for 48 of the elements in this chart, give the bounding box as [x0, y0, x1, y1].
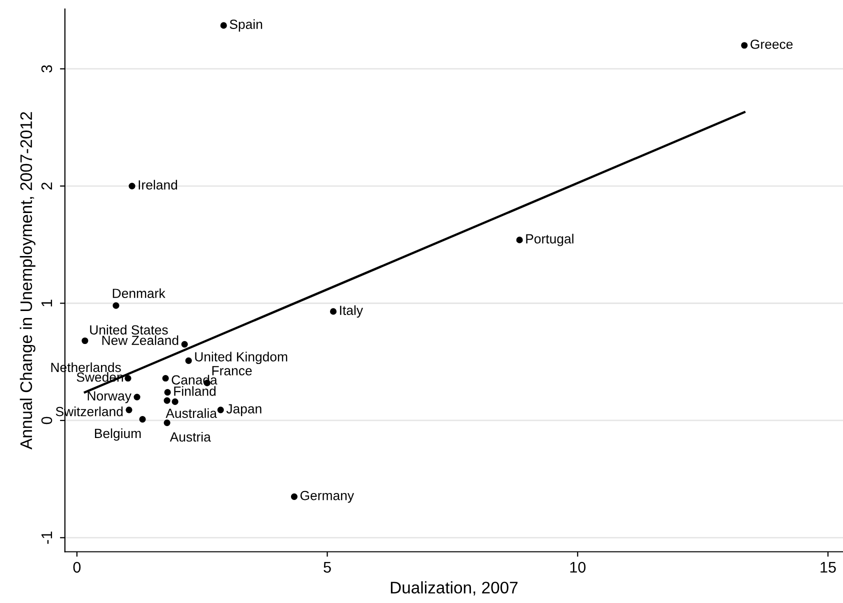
point [126, 406, 132, 414]
point [128, 182, 136, 190]
point [185, 357, 192, 364]
y-tick-label: 2 [41, 182, 52, 190]
x-axis-title: Dualization, 2007 [390, 581, 518, 596]
point [164, 420, 170, 426]
annotation: United Kingdom [195, 352, 288, 364]
point [516, 236, 523, 244]
annotation: Ireland [138, 180, 178, 190]
point [162, 374, 169, 382]
point [134, 394, 140, 400]
annotation: Portugal [526, 234, 574, 246]
annotation: France [212, 366, 252, 376]
annotation: Norway [88, 391, 132, 404]
annotation: Austria [170, 432, 211, 442]
annotation: Japan [226, 404, 262, 416]
annotation: Germany [300, 490, 354, 503]
y-tick-label: 0 [41, 416, 52, 424]
annotation: New Zealand [102, 335, 178, 346]
y-tick-label: 3 [41, 65, 52, 72]
annotation: Denmark [112, 288, 166, 298]
annotation: Italy [340, 305, 364, 318]
point [217, 406, 224, 414]
x-tick-label: 10 [570, 562, 586, 573]
x-tick-label: 5 [324, 562, 331, 573]
y-axis-title: Annual Change in Unemployment, 2007-2012 [20, 112, 36, 450]
y-tick-label: -1 [42, 532, 52, 544]
point [164, 389, 171, 396]
point [290, 493, 298, 500]
point [181, 340, 188, 348]
annotation: Greece [750, 40, 793, 49]
point [164, 397, 170, 404]
point [220, 22, 227, 29]
point [124, 374, 132, 382]
point [112, 302, 120, 309]
annotation: Australia [166, 408, 217, 418]
point [172, 398, 178, 406]
annotation: Spain [230, 19, 262, 32]
point [741, 42, 748, 49]
annotation: Finland [174, 386, 216, 396]
point [139, 416, 146, 423]
x-tick-label: 15 [820, 562, 836, 573]
point [330, 308, 337, 315]
y-tick-label: 1 [42, 300, 52, 306]
x-tick-label: 0 [73, 562, 81, 573]
annotation: United States [90, 324, 168, 335]
point [82, 337, 88, 344]
annotation: Belgium [94, 428, 141, 441]
